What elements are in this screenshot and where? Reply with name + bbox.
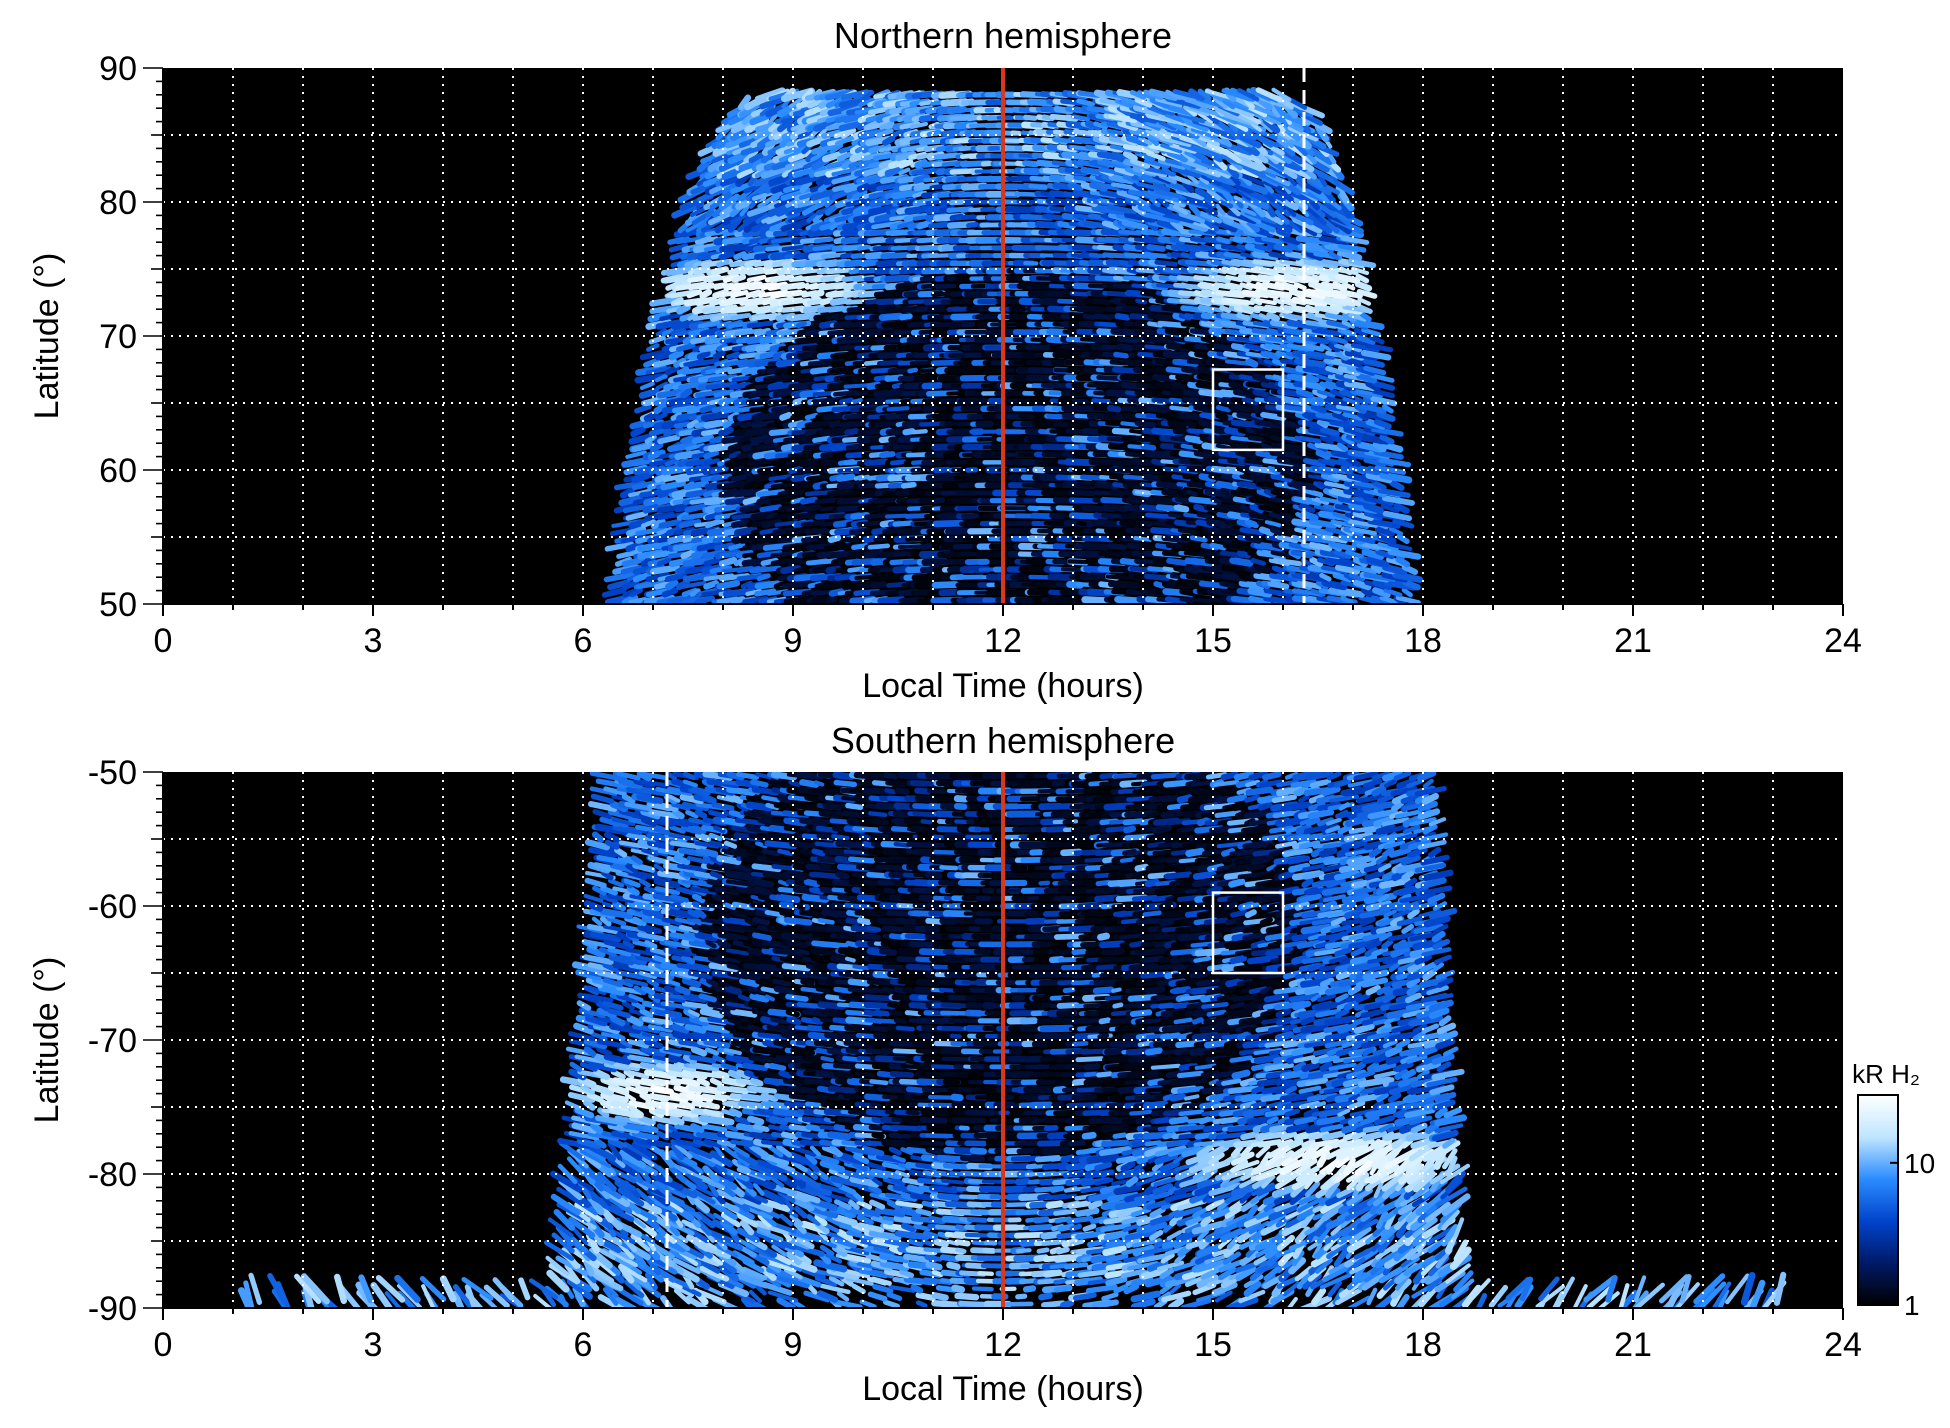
colorbar-gradient — [1858, 1095, 1898, 1305]
colorbar-label: kR H₂ — [1852, 1059, 1920, 1089]
y-tick-label: 90 — [99, 50, 137, 88]
x-tick-label: 9 — [784, 1326, 803, 1364]
x-tick-label: 0 — [154, 1326, 173, 1364]
x-tick-label: 21 — [1614, 1326, 1652, 1364]
y-tick-label: -80 — [88, 1156, 137, 1194]
southern-title: Southern hemisphere — [831, 720, 1175, 761]
x-tick-label: 6 — [574, 1326, 593, 1364]
colorbar: kR H₂ 1 10 — [1852, 1059, 1935, 1321]
y-tick-label: -90 — [88, 1290, 137, 1328]
colorbar-tick-label: 10 — [1904, 1148, 1935, 1179]
y-tick-label: 70 — [99, 318, 137, 356]
x-tick-label: 12 — [984, 1326, 1022, 1364]
x-tick-label: 21 — [1614, 622, 1652, 660]
x-tick-label: 18 — [1404, 1326, 1442, 1364]
northern-x-axis-label: Local Time (hours) — [862, 667, 1144, 705]
x-tick-label: 12 — [984, 622, 1022, 660]
northern-hemisphere-panel: Northern hemisphere 0 3 6 9 12 15 18 21 24 50 60 70… — [28, 15, 1862, 705]
x-tick-label: 3 — [364, 622, 383, 660]
x-tick-label: 15 — [1194, 622, 1232, 660]
x-tick-label: 9 — [784, 622, 803, 660]
northern-y-axis-label: Latitude (°) — [28, 253, 66, 420]
y-tick-label: 50 — [99, 586, 137, 624]
southern-hemisphere-panel: Southern hemisphere 0 3 6 9 12 15 18 21 24 -90 -80… — [28, 720, 1862, 1408]
x-tick-label: 15 — [1194, 1326, 1232, 1364]
southern-y-axis-label: Latitude (°) — [28, 957, 66, 1124]
x-tick-label: 24 — [1824, 622, 1862, 660]
northern-title: Northern hemisphere — [834, 15, 1172, 56]
colorbar-tick-label: 1 — [1904, 1290, 1920, 1321]
x-tick-label: 0 — [154, 622, 173, 660]
y-tick-label: -70 — [88, 1022, 137, 1060]
y-tick-label: -50 — [88, 754, 137, 792]
y-tick-label: -60 — [88, 888, 137, 926]
southern-x-axis-label: Local Time (hours) — [862, 1370, 1144, 1408]
x-tick-label: 18 — [1404, 622, 1442, 660]
y-tick-label: 80 — [99, 184, 137, 222]
x-tick-label: 3 — [364, 1326, 383, 1364]
x-tick-label: 24 — [1824, 1326, 1862, 1364]
x-tick-label: 6 — [574, 622, 593, 660]
y-tick-label: 60 — [99, 452, 137, 490]
